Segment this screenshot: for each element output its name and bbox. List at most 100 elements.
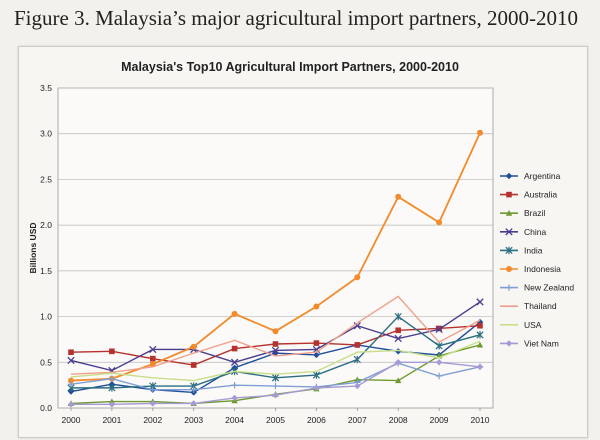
x-tick-label: 2009 <box>430 415 449 425</box>
data-point-australia <box>354 342 361 348</box>
legend-label-indonesia: Indonesia <box>524 264 561 274</box>
data-point-china <box>67 356 75 365</box>
data-point-viet-nam <box>313 384 320 392</box>
data-point-argentina <box>395 348 402 355</box>
data-point-new-zealand <box>67 381 75 388</box>
legend-label-india: India <box>524 245 543 255</box>
data-point-indonesia <box>354 274 361 281</box>
data-point-viet-nam <box>149 400 156 407</box>
data-point-new-zealand <box>108 375 116 382</box>
y-tick-label: 3.0 <box>40 129 52 139</box>
data-point-australia <box>68 349 74 356</box>
legend-label-viet-nam: Viet Nam <box>524 338 559 348</box>
figure-caption: Figure 3. Malaysia’s major agricultural … <box>14 6 578 30</box>
data-point-viet-nam <box>231 394 238 402</box>
y-tick-label: 2.0 <box>40 220 52 230</box>
data-point-new-zealand <box>149 386 156 393</box>
data-point-australia <box>477 322 483 329</box>
x-tick-label: 2000 <box>62 415 81 425</box>
legend-marker-argentina <box>505 172 513 180</box>
data-point-new-zealand <box>435 372 443 380</box>
data-point-viet-nam <box>190 400 197 407</box>
data-point-australia <box>231 345 238 352</box>
legend-marker-australia <box>506 191 512 198</box>
data-point-viet-nam <box>272 392 279 399</box>
y-tick-label: 3.5 <box>40 83 52 93</box>
data-point-viet-nam <box>395 359 402 366</box>
x-tick-label: 2010 <box>471 415 490 425</box>
y-tick-label: 1.0 <box>40 312 52 322</box>
data-point-brazil <box>476 341 484 348</box>
legend-label-brazil: Brazil <box>524 208 545 218</box>
legend-label-usa: USA <box>524 320 542 330</box>
data-point-australia <box>150 355 156 362</box>
data-point-china <box>149 345 157 354</box>
data-point-indonesia <box>231 310 238 317</box>
y-tick-label: 0.5 <box>40 357 52 367</box>
data-point-china <box>353 322 361 330</box>
series-line-usa <box>70 340 481 382</box>
legend-marker-viet-nam <box>505 340 513 347</box>
data-point-indonesia <box>190 343 197 350</box>
x-tick-label: 2008 <box>389 415 408 425</box>
data-point-china <box>476 298 484 306</box>
data-point-viet-nam <box>67 401 75 408</box>
data-point-australia <box>190 362 197 368</box>
legend-marker-china <box>505 228 513 236</box>
data-point-viet-nam <box>476 363 484 371</box>
data-point-india <box>108 384 116 392</box>
legend-label-argentina: Argentina <box>524 171 561 181</box>
data-point-australia <box>109 348 115 355</box>
legend-label-new-zealand: New Zealand <box>524 283 574 293</box>
data-point-viet-nam <box>354 382 361 390</box>
x-tick-label: 2007 <box>348 415 367 425</box>
x-tick-label: 2002 <box>143 415 162 425</box>
data-point-indonesia <box>68 377 74 384</box>
chart-title: Malaysia's Top10 Agricultural Import Par… <box>121 60 459 74</box>
y-tick-label: 0.0 <box>40 403 52 413</box>
y-tick-label: 1.5 <box>40 266 52 276</box>
legend-marker-brazil <box>505 210 513 216</box>
data-point-indonesia <box>395 193 402 200</box>
data-point-indonesia <box>477 129 483 136</box>
legend-marker-india <box>505 246 513 255</box>
data-point-indonesia <box>436 219 443 226</box>
x-tick-label: 2003 <box>184 415 203 425</box>
data-point-india <box>476 331 484 339</box>
data-point-australia <box>313 340 320 346</box>
data-point-brazil <box>395 377 402 384</box>
data-point-china <box>435 325 443 334</box>
data-point-india <box>353 355 361 364</box>
data-point-china <box>312 345 321 354</box>
x-tick-label: 2001 <box>102 415 121 425</box>
data-point-indonesia <box>313 303 320 310</box>
y-tick-label: 2.5 <box>40 174 52 184</box>
data-point-indonesia <box>149 361 156 368</box>
x-tick-label: 2004 <box>225 415 244 425</box>
data-point-india <box>271 374 280 382</box>
data-point-china <box>230 358 239 366</box>
legend-label-china: China <box>524 227 546 237</box>
plot-area <box>57 87 494 409</box>
legend-marker-new-zealand <box>505 284 513 291</box>
data-point-australia <box>272 341 279 347</box>
data-point-india <box>435 342 443 350</box>
data-point-indonesia <box>272 328 279 335</box>
data-point-australia <box>395 327 401 334</box>
x-tick-label: 2005 <box>266 415 285 425</box>
series-line-thailand <box>70 295 481 375</box>
x-tick-label: 2006 <box>307 415 326 425</box>
legend-label-australia: Australia <box>524 190 557 200</box>
data-point-china <box>271 346 280 355</box>
data-point-india <box>394 312 402 321</box>
data-point-argentina <box>313 351 320 359</box>
data-point-new-zealand <box>272 382 279 390</box>
legend-marker-indonesia <box>506 266 512 272</box>
data-point-viet-nam <box>108 401 116 408</box>
data-point-china <box>394 334 402 343</box>
data-point-india <box>312 371 321 379</box>
legend-label-thailand: Thailand <box>524 301 557 311</box>
data-point-viet-nam <box>435 359 443 366</box>
data-point-new-zealand <box>231 381 238 389</box>
y-axis-label: Billions USD <box>28 222 38 273</box>
